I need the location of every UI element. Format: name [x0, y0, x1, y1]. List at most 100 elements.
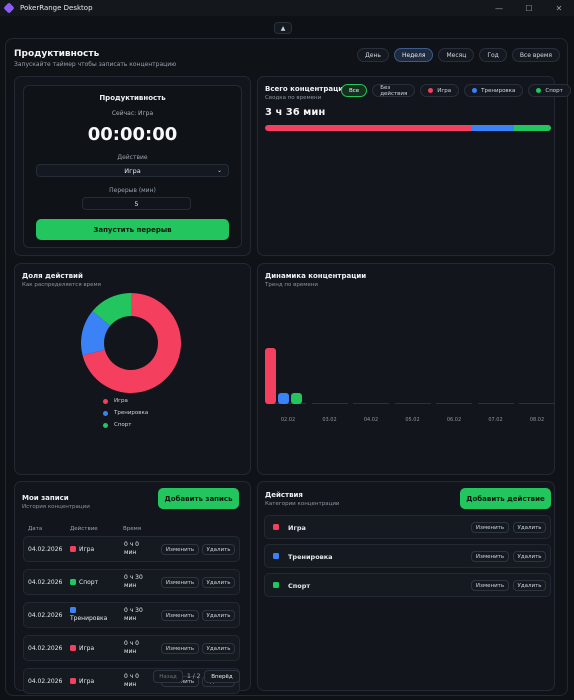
bar-segment-game	[265, 125, 471, 131]
total-distribution-bar	[265, 125, 551, 131]
delete-action-button[interactable]: Удалить	[513, 551, 546, 562]
add-record-button[interactable]: Добавить запись	[158, 488, 239, 509]
start-break-button[interactable]: Запустить перерыв	[36, 219, 229, 240]
edit-action-button[interactable]: Изменить	[471, 580, 509, 591]
next-page-button[interactable]: Вперёд	[204, 670, 240, 683]
x-tick-label: 02.02	[280, 417, 296, 423]
donut-slice-training	[81, 311, 111, 356]
row-time-value: 0 ч 0	[124, 541, 139, 548]
dynamics-subtitle: Тренд по времени	[265, 282, 318, 288]
filter-game-chip[interactable]: Игра	[420, 84, 460, 97]
edit-record-button[interactable]: Изменить	[161, 610, 199, 621]
action-color-icon	[70, 645, 76, 651]
chart-baseline	[394, 403, 431, 404]
row-action: Игра	[70, 546, 94, 554]
training-color-dot	[472, 88, 478, 93]
records-title: Мои записи	[22, 494, 69, 502]
delete-record-button[interactable]: Удалить	[202, 610, 235, 621]
action-item-label: Игра	[288, 524, 306, 532]
delete-record-button[interactable]: Удалить	[202, 643, 235, 654]
donut-chart	[81, 293, 181, 393]
share-subtitle: Как распределяется время	[22, 282, 101, 288]
row-time-value: 0 ч 0	[124, 673, 139, 680]
filter-training-chip[interactable]: Тренировка	[464, 84, 524, 97]
action-color-icon	[70, 579, 76, 585]
row-time-unit: мин	[124, 681, 137, 688]
game-color-dot	[428, 88, 434, 93]
table-row: 04.02.2026 Спорт 0 ч 30 мин Изменить Удал…	[23, 569, 240, 595]
chart-baseline	[477, 403, 514, 404]
delete-record-button[interactable]: Удалить	[202, 544, 235, 555]
main-panel: Продуктивность Запускайте таймер чтобы з…	[5, 38, 571, 696]
period-year-button[interactable]: Год	[479, 48, 507, 62]
edit-action-button[interactable]: Изменить	[471, 522, 509, 533]
filter-sport-chip[interactable]: Спорт	[528, 84, 571, 97]
period-month-button[interactable]: Месяц	[438, 48, 475, 62]
page-indicator: 1 / 2	[187, 673, 201, 680]
period-day-button[interactable]: День	[357, 48, 389, 62]
minimize-icon[interactable]: —	[495, 3, 503, 13]
dynamics-bar-chart: 02.02 03.02 04.02 05.02 06.02 07.02 08.02	[258, 264, 556, 476]
chevron-up-icon: ▲	[280, 24, 286, 32]
filter-training-label: Тренировка	[481, 87, 516, 94]
training-color-icon	[273, 553, 279, 559]
filter-game-label: Игра	[437, 87, 452, 94]
filter-all-chip[interactable]: Все	[341, 84, 368, 97]
row-time-unit: мин	[124, 549, 137, 556]
row-time: 0 ч 0 мин	[124, 541, 139, 557]
legend-sport-dot	[103, 422, 108, 428]
edit-record-button[interactable]: Изменить	[161, 577, 199, 588]
legend-game: Игра	[103, 398, 128, 404]
filter-no-action-label: Без действия	[380, 84, 408, 97]
row-time: 0 ч 30 мин	[124, 607, 143, 623]
row-date: 04.02.2026	[28, 579, 63, 586]
add-action-button[interactable]: Добавить действие	[460, 488, 551, 509]
period-all-time-button[interactable]: Все время	[511, 48, 560, 62]
bar-02.02-0	[265, 348, 276, 404]
action-select[interactable]: Игра ⌄	[36, 164, 229, 177]
close-icon[interactable]: ✕	[555, 3, 563, 13]
row-time: 0 ч 0 мин	[124, 640, 139, 656]
records-card: Мои записи История концентрации Добавить…	[14, 481, 251, 694]
chart-baseline	[270, 403, 306, 404]
timer-card: Продуктивность Сейчас: Игра 00:00:00 Дей…	[14, 76, 251, 256]
break-label: Перерыв (мин)	[109, 187, 156, 194]
row-time-value: 0 ч 30	[124, 574, 143, 581]
action-item-label: Тренировка	[288, 553, 333, 561]
edit-record-button[interactable]: Изменить	[161, 643, 199, 654]
maximize-icon[interactable]: ☐	[525, 3, 533, 13]
x-tick-label: 04.02	[363, 417, 379, 423]
chevron-down-icon: ⌄	[216, 167, 222, 174]
actions-card: Действия Категории концентрации Добавить…	[257, 481, 555, 691]
row-action: Игра	[70, 678, 94, 686]
header-action: Действие	[70, 526, 98, 532]
period-week-button[interactable]: Неделя	[393, 48, 434, 62]
row-action-label: Игра	[79, 678, 95, 685]
row-action-label: Тренировка	[70, 615, 108, 622]
row-time-unit: мин	[124, 648, 137, 655]
action-item-sport: Спорт Изменить Удалить	[264, 573, 551, 597]
row-date: 04.02.2026	[28, 645, 63, 652]
chart-baseline	[519, 403, 555, 404]
collapse-button[interactable]: ▲	[274, 22, 292, 34]
delete-action-button[interactable]: Удалить	[513, 580, 546, 591]
break-minutes-input[interactable]: 5	[82, 197, 191, 210]
filter-no-action-chip[interactable]: Без действия	[372, 84, 416, 97]
delete-record-button[interactable]: Удалить	[202, 577, 235, 588]
edit-action-button[interactable]: Изменить	[471, 551, 509, 562]
row-action-label: Спорт	[79, 579, 99, 586]
chart-baseline	[311, 403, 348, 404]
row-action: Спорт	[70, 579, 98, 587]
action-color-icon	[70, 546, 76, 552]
row-time-value: 0 ч 30	[124, 607, 143, 614]
bar-02.02-2	[291, 392, 302, 404]
chart-baseline	[353, 403, 389, 404]
total-title: Всего концентрации	[265, 85, 349, 93]
filter-all-label: Все	[349, 87, 360, 94]
prev-page-button[interactable]: Назад	[153, 670, 183, 683]
edit-record-button[interactable]: Изменить	[161, 544, 199, 555]
delete-action-button[interactable]: Удалить	[513, 522, 546, 533]
timer-now-text: Сейчас: Игра	[111, 110, 154, 117]
app-logo-icon	[3, 2, 15, 14]
